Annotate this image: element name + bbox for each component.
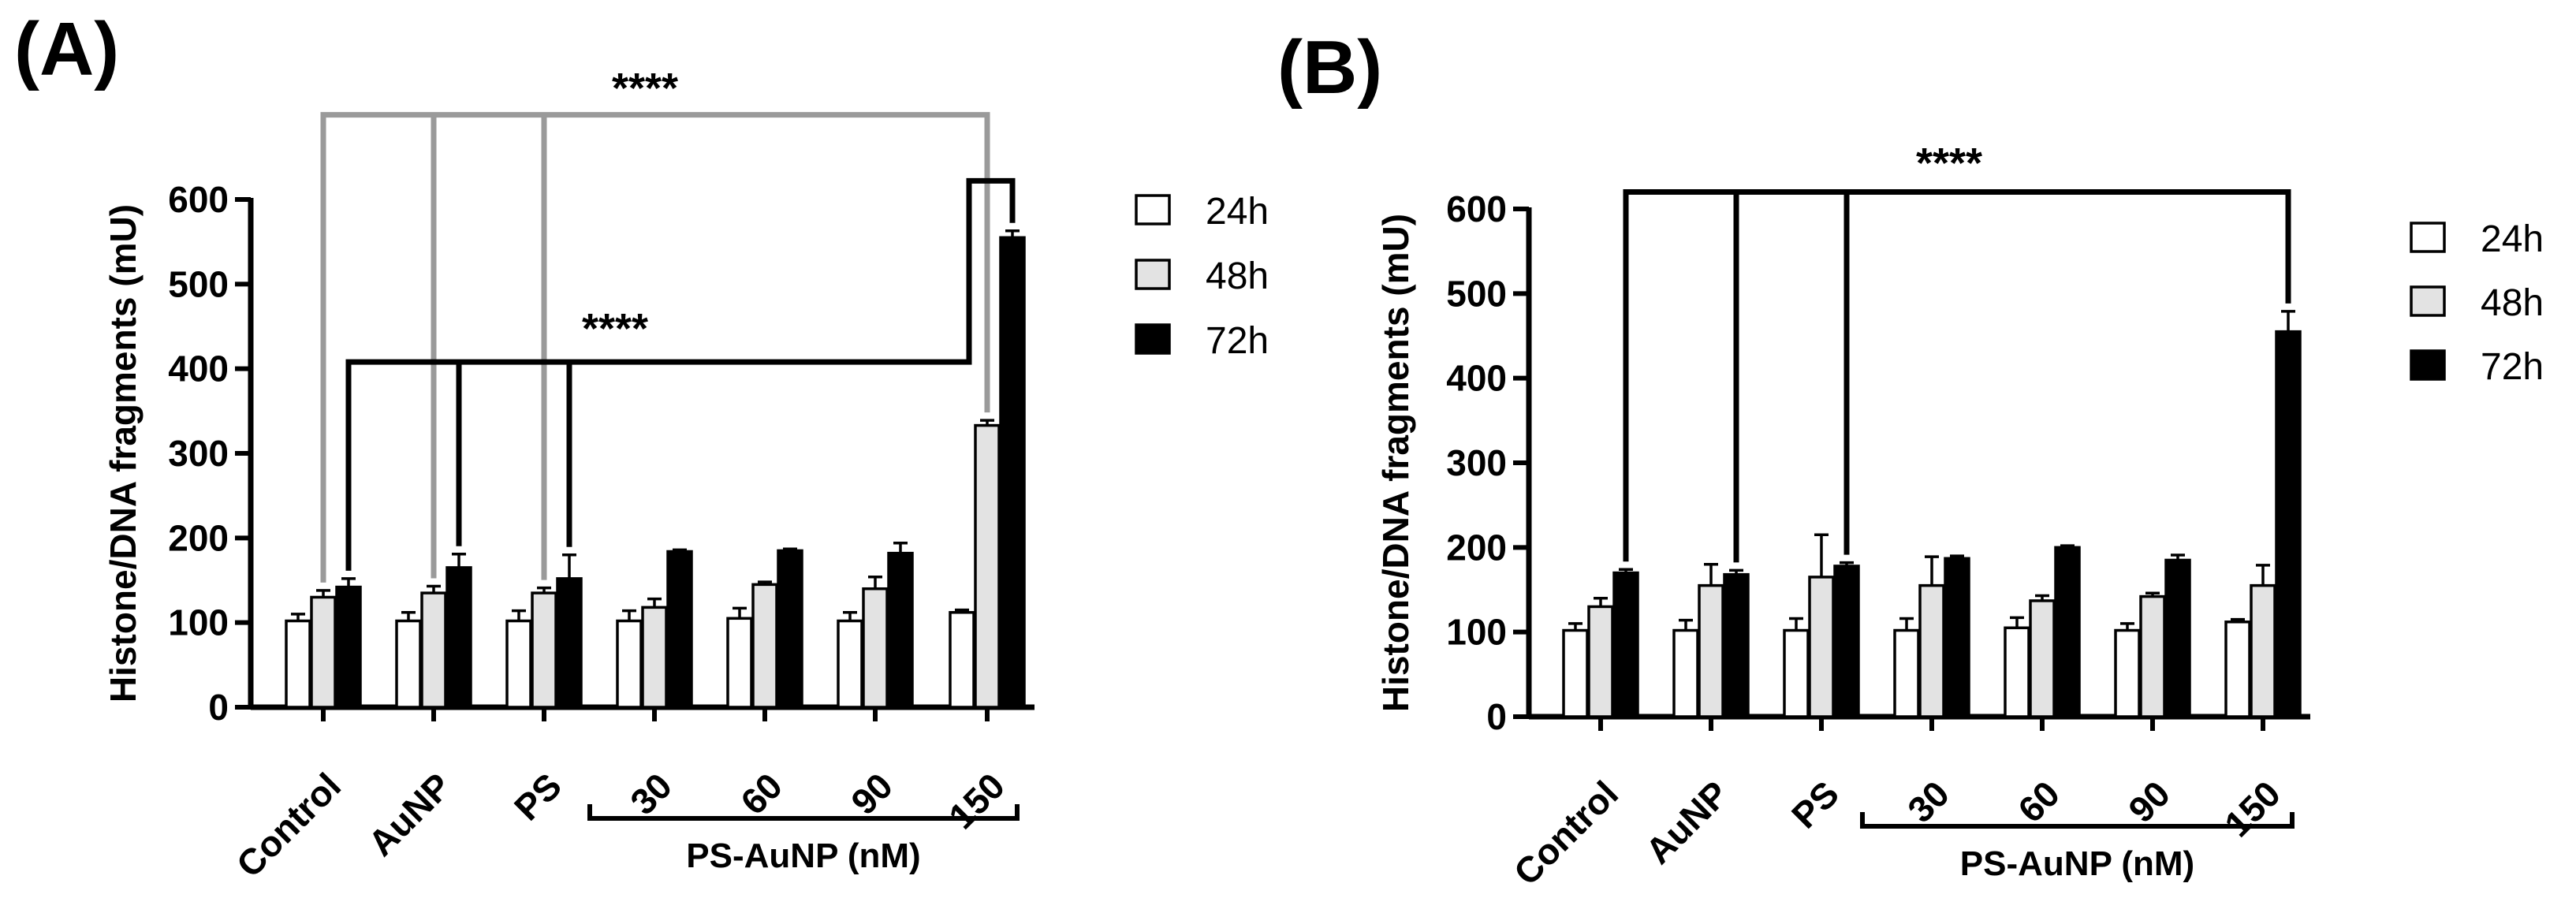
bar-24h-control (1562, 628, 1589, 718)
bar-24h-150 (2224, 620, 2251, 718)
legend-label: 48h (1206, 255, 1269, 297)
bar-24h-60 (2004, 626, 2030, 718)
panel-label: (A) (14, 7, 119, 91)
x-category-label: 150 (941, 765, 1012, 837)
y-tick-label: 300 (1446, 442, 1507, 483)
significance-bracket (320, 112, 990, 583)
bar-24h-60 (726, 617, 753, 709)
bar-24h-aunp (1672, 628, 1699, 718)
x-category-label: PS (1784, 773, 1847, 836)
legend-label: 72h (2481, 346, 2544, 388)
y-tick-label: 600 (1446, 188, 1507, 229)
y-tick-label: 400 (168, 348, 229, 389)
y-tick-label: 200 (168, 517, 229, 558)
chart-panel-a: (A) Histone/DNA fragments (mU) 0 100 200 300 4… (14, 7, 1269, 885)
significance-bracket (1623, 189, 2291, 562)
significance-bracket (345, 177, 1016, 571)
bar-72h-150 (999, 236, 1026, 709)
bar-48h-150 (974, 423, 1001, 709)
bar-48h-60 (751, 583, 778, 709)
bar-24h-90 (2114, 628, 2141, 718)
panel-label: (B) (1277, 25, 1382, 110)
y-tick-label: 300 (168, 433, 229, 474)
y-tick-label: 200 (1446, 527, 1507, 568)
y-tick-label: 500 (168, 263, 229, 304)
x-category-label: 90 (843, 765, 900, 822)
bar-48h-control (1587, 605, 1614, 718)
bar-48h-control (310, 595, 337, 709)
x-category-label: Control (1506, 773, 1626, 893)
significance-label: **** (1916, 140, 1982, 187)
bar-72h-60 (777, 549, 803, 709)
x-category-label: 30 (1899, 773, 1957, 830)
bar-24h-control (285, 619, 311, 709)
legend-swatch-48h (2410, 285, 2446, 317)
bar-72h-aunp (445, 566, 472, 709)
group-label: PS-AuNP (nM) (1960, 844, 2194, 883)
bar-48h-90 (2139, 594, 2166, 718)
x-category-label: 60 (2010, 773, 2067, 830)
legend-swatch-48h (1135, 259, 1171, 290)
x-category-label: 90 (2120, 773, 2178, 830)
group-bracket (1860, 812, 2295, 829)
legend-swatch-72h (2410, 349, 2446, 381)
bar-24h-30 (616, 619, 643, 709)
bar-48h-30 (1918, 583, 1945, 718)
bar-72h-30 (666, 550, 693, 709)
x-category-label: PS (506, 765, 569, 828)
bar-72h-60 (2054, 546, 2081, 718)
bar-24h-150 (949, 611, 975, 709)
x-category-label: Control (229, 765, 349, 885)
chart-panel-b: (B) Histone/DNA fragments (mU) 0 100 200 300 4… (1277, 25, 2544, 893)
bar-48h-aunp (420, 591, 447, 709)
significance-label: **** (612, 65, 678, 112)
bar-72h-control (1612, 571, 1639, 718)
bar-48h-ps (1808, 576, 1835, 718)
y-tick-label: 0 (1486, 696, 1507, 737)
group-bracket (587, 804, 1020, 821)
x-category-label: AuNP (1638, 773, 1736, 871)
bar-48h-60 (2029, 599, 2056, 718)
bar-48h-150 (2250, 583, 2276, 718)
bar-72h-30 (1944, 557, 1970, 718)
y-tick-label: 600 (168, 179, 229, 220)
y-axis-title: Histone/DNA fragments (mU) (103, 204, 144, 702)
legend-swatch-72h (1135, 323, 1171, 355)
y-tick-label: 100 (1446, 612, 1507, 653)
bar-24h-ps (1783, 628, 1810, 718)
legend-label: 48h (2481, 282, 2544, 324)
legend-swatch-24h (1135, 194, 1171, 225)
legend-swatch-24h (2410, 222, 2446, 253)
group-label: PS-AuNP (nM) (686, 837, 920, 875)
bar-48h-30 (641, 606, 668, 709)
bar-24h-ps (505, 619, 532, 709)
y-tick-label: 0 (208, 687, 229, 728)
bar-48h-aunp (1698, 583, 1724, 718)
legend-label: 24h (2481, 218, 2544, 260)
legend-label: 72h (1206, 320, 1269, 362)
bar-48h-ps (531, 591, 557, 709)
bar-72h-90 (2164, 558, 2191, 718)
bar-48h-90 (862, 587, 889, 709)
x-category-label: 60 (733, 765, 790, 822)
bar-24h-90 (837, 619, 863, 709)
y-tick-label: 400 (1446, 358, 1507, 399)
significance-label: **** (582, 305, 648, 352)
y-axis-title: Histone/DNA fragments (mU) (1375, 214, 1416, 712)
x-category-label: AuNP (360, 765, 459, 863)
x-category-label: 30 (622, 765, 680, 822)
bar-72h-150 (2275, 330, 2302, 718)
bar-24h-30 (1893, 628, 1920, 718)
bar-72h-90 (887, 551, 914, 709)
x-category-label: 150 (2216, 773, 2288, 844)
bar-72h-ps (556, 577, 583, 709)
y-tick-label: 500 (1446, 273, 1507, 314)
bar-72h-control (335, 585, 362, 709)
legend-label: 24h (1206, 191, 1269, 233)
bar-72h-ps (1833, 565, 1860, 718)
bar-72h-aunp (1723, 572, 1750, 718)
bar-24h-aunp (395, 619, 422, 709)
y-tick-label: 100 (168, 602, 229, 643)
